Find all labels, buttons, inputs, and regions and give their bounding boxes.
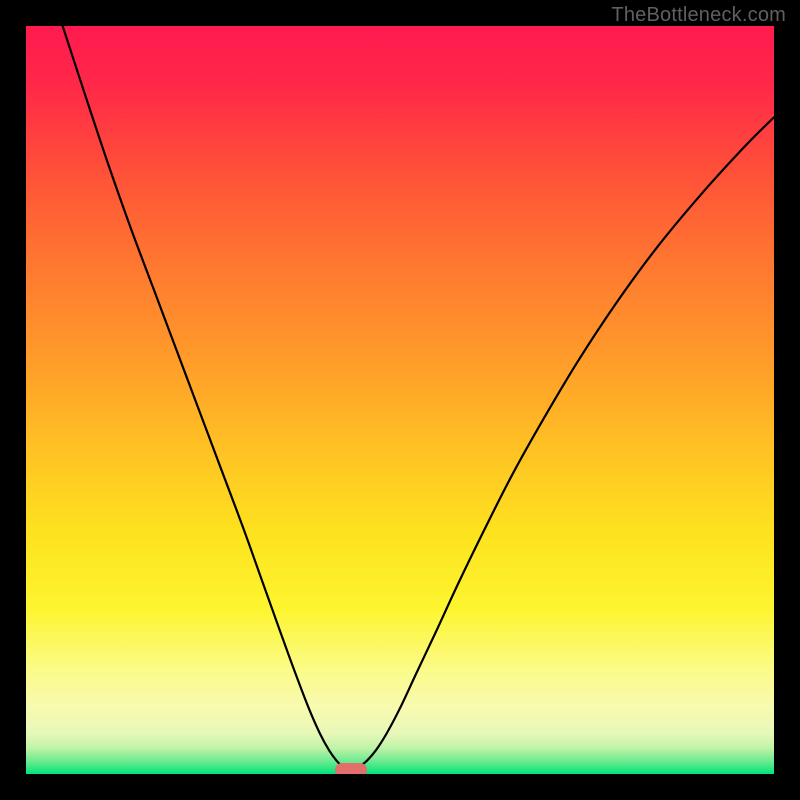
bottleneck-marker xyxy=(335,763,367,775)
chart-plot-area xyxy=(26,26,774,774)
chart-curve-layer xyxy=(26,26,774,774)
watermark-text: TheBottleneck.com xyxy=(611,4,786,27)
bottleneck-curve xyxy=(63,26,774,770)
bottleneck-marker-rect xyxy=(335,763,367,775)
